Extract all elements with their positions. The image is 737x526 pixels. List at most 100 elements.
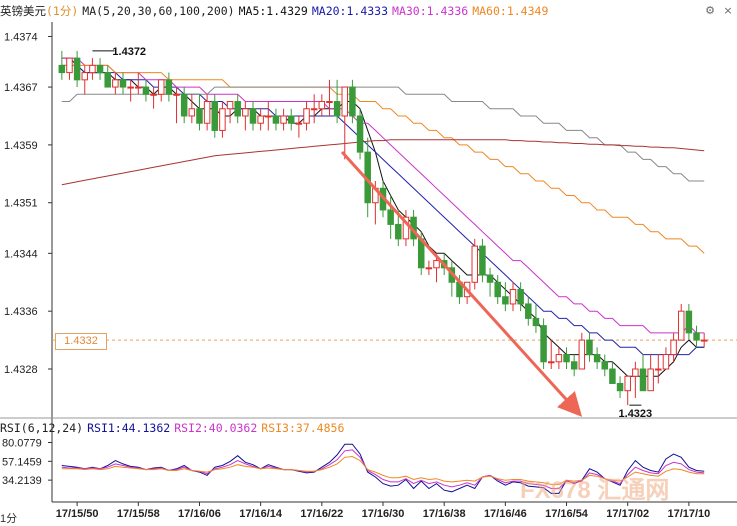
low-annotation: 1.4323 — [619, 408, 653, 420]
candle-bear — [609, 368, 616, 384]
candle-bear — [494, 281, 501, 298]
candle-bull — [310, 108, 318, 111]
candle-bull — [700, 339, 708, 342]
settings-icon[interactable]: ⚙ — [705, 4, 715, 17]
x-tick-label: 17/17/10 — [667, 508, 710, 520]
ma20-value: MA20:1.4333 — [311, 4, 389, 18]
candle-bull — [341, 86, 349, 117]
candle-bull — [265, 115, 272, 118]
candle-bear — [104, 72, 111, 88]
candle-bull — [226, 101, 234, 110]
candle-bear — [693, 332, 700, 341]
rsi2-value: RSI2:40.0362 — [174, 421, 258, 435]
candle-bear — [517, 288, 524, 305]
current-price-box: 1.4332 — [55, 333, 107, 350]
candle-bull — [433, 260, 440, 269]
candle-bull — [66, 57, 73, 74]
candle-bear — [525, 303, 532, 319]
y-tick-label: 1.4367 — [4, 82, 38, 94]
y-tick-label: 1.4328 — [4, 364, 38, 376]
candle-bull — [89, 64, 96, 74]
rsi-indicator-label[interactable]: RSI(6,12,24) — [0, 421, 84, 435]
rsi-header: RSI(6,12,24) RSI1:44.1362 RSI2:40.0362 RSI3… — [0, 420, 348, 436]
candle-bull — [555, 354, 563, 363]
candle-bear — [563, 354, 570, 363]
x-tick-label: 17/16/46 — [484, 508, 527, 520]
candle-bull — [318, 101, 326, 110]
ma5-value: MA5:1.4329 — [238, 4, 308, 18]
candle-bull — [632, 368, 639, 377]
candle-bull — [157, 79, 165, 95]
candle-bull — [670, 339, 677, 356]
close-icon[interactable]: × — [723, 4, 733, 17]
high-annotation: 1.4372 — [112, 46, 146, 58]
x-tick-label: 17/16/22 — [300, 508, 343, 520]
candle-bull — [647, 368, 654, 392]
x-tick-label: 17/16/30 — [362, 508, 405, 520]
candle-bull — [402, 216, 410, 240]
candle-bear — [96, 64, 104, 74]
candle-bear — [249, 108, 257, 124]
ma-line-ma200 — [61, 139, 705, 186]
candle-bear — [349, 86, 356, 117]
rsi-y-tick-label: 57.1459 — [2, 456, 42, 468]
candle-bull — [303, 108, 310, 124]
candle-bull — [425, 267, 433, 270]
candle-bear — [639, 368, 647, 392]
x-tick-label: 17/15/50 — [56, 508, 99, 520]
candle-bear — [333, 101, 341, 117]
candle-bear — [387, 209, 394, 225]
candle-bear — [356, 115, 364, 153]
candle-bear — [234, 101, 241, 117]
x-tick-label: 17/16/54 — [545, 508, 589, 520]
candle-bear — [532, 317, 540, 327]
candle-bear — [211, 101, 219, 131]
ma60-value: MA60:1.4349 — [472, 4, 549, 18]
x-tick-label: 17/17/02 — [606, 508, 649, 520]
rsi-line-rsi3 — [61, 455, 705, 485]
candle-bull — [662, 354, 670, 370]
candle-bear — [616, 382, 624, 392]
candle-bull — [150, 93, 157, 96]
window-controls: ⚙ × — [703, 4, 735, 18]
candle-bear — [570, 361, 578, 370]
rsi1-value: RSI1:44.1362 — [87, 421, 171, 435]
candle-bear — [586, 339, 593, 356]
y-tick-label: 1.4344 — [4, 248, 38, 260]
candle-bear — [395, 223, 402, 240]
candle-bear — [73, 57, 81, 81]
y-tick-label: 1.4351 — [4, 198, 38, 210]
candle-bull — [547, 361, 555, 364]
candle-bull — [326, 101, 333, 104]
candle-bull — [624, 375, 631, 392]
period-switch-button[interactable]: 1分 — [0, 513, 18, 525]
candle-bear — [593, 354, 601, 363]
candle-bear — [119, 79, 127, 88]
candle-bear — [502, 296, 509, 305]
candle-bear — [479, 245, 486, 276]
candle-bear — [287, 115, 295, 124]
candle-bull — [578, 339, 586, 370]
period-label[interactable]: (1分) — [46, 4, 79, 18]
candle-bear — [180, 93, 188, 117]
candle-bull — [112, 79, 119, 88]
downtrend-arrow — [340, 150, 583, 417]
rsi-y-tick-label: 34.2139 — [2, 475, 42, 487]
ma-indicator-label[interactable]: MA(5,20,30,60,100,200) — [82, 4, 235, 18]
ma30-value: MA30:1.4336 — [392, 4, 469, 18]
candle-bull — [127, 86, 134, 89]
candle-bull — [655, 368, 662, 371]
candle-bull — [188, 108, 196, 117]
candle-bear — [58, 64, 66, 74]
candle-bear — [165, 79, 173, 95]
candle-bull — [173, 93, 180, 96]
candle-bull — [677, 310, 685, 341]
candle-bull — [280, 115, 287, 124]
candle-bull — [509, 288, 517, 305]
candle-bull — [219, 108, 226, 131]
rsi3-value: RSI3:37.4856 — [261, 421, 345, 435]
main-chart-header: 英镑美元(1分) MA(5,20,30,60,100,200) MA5:1.4329… — [0, 2, 552, 20]
x-tick-label: 17/16/06 — [178, 508, 221, 520]
symbol-title: 英镑美元 — [0, 4, 46, 18]
